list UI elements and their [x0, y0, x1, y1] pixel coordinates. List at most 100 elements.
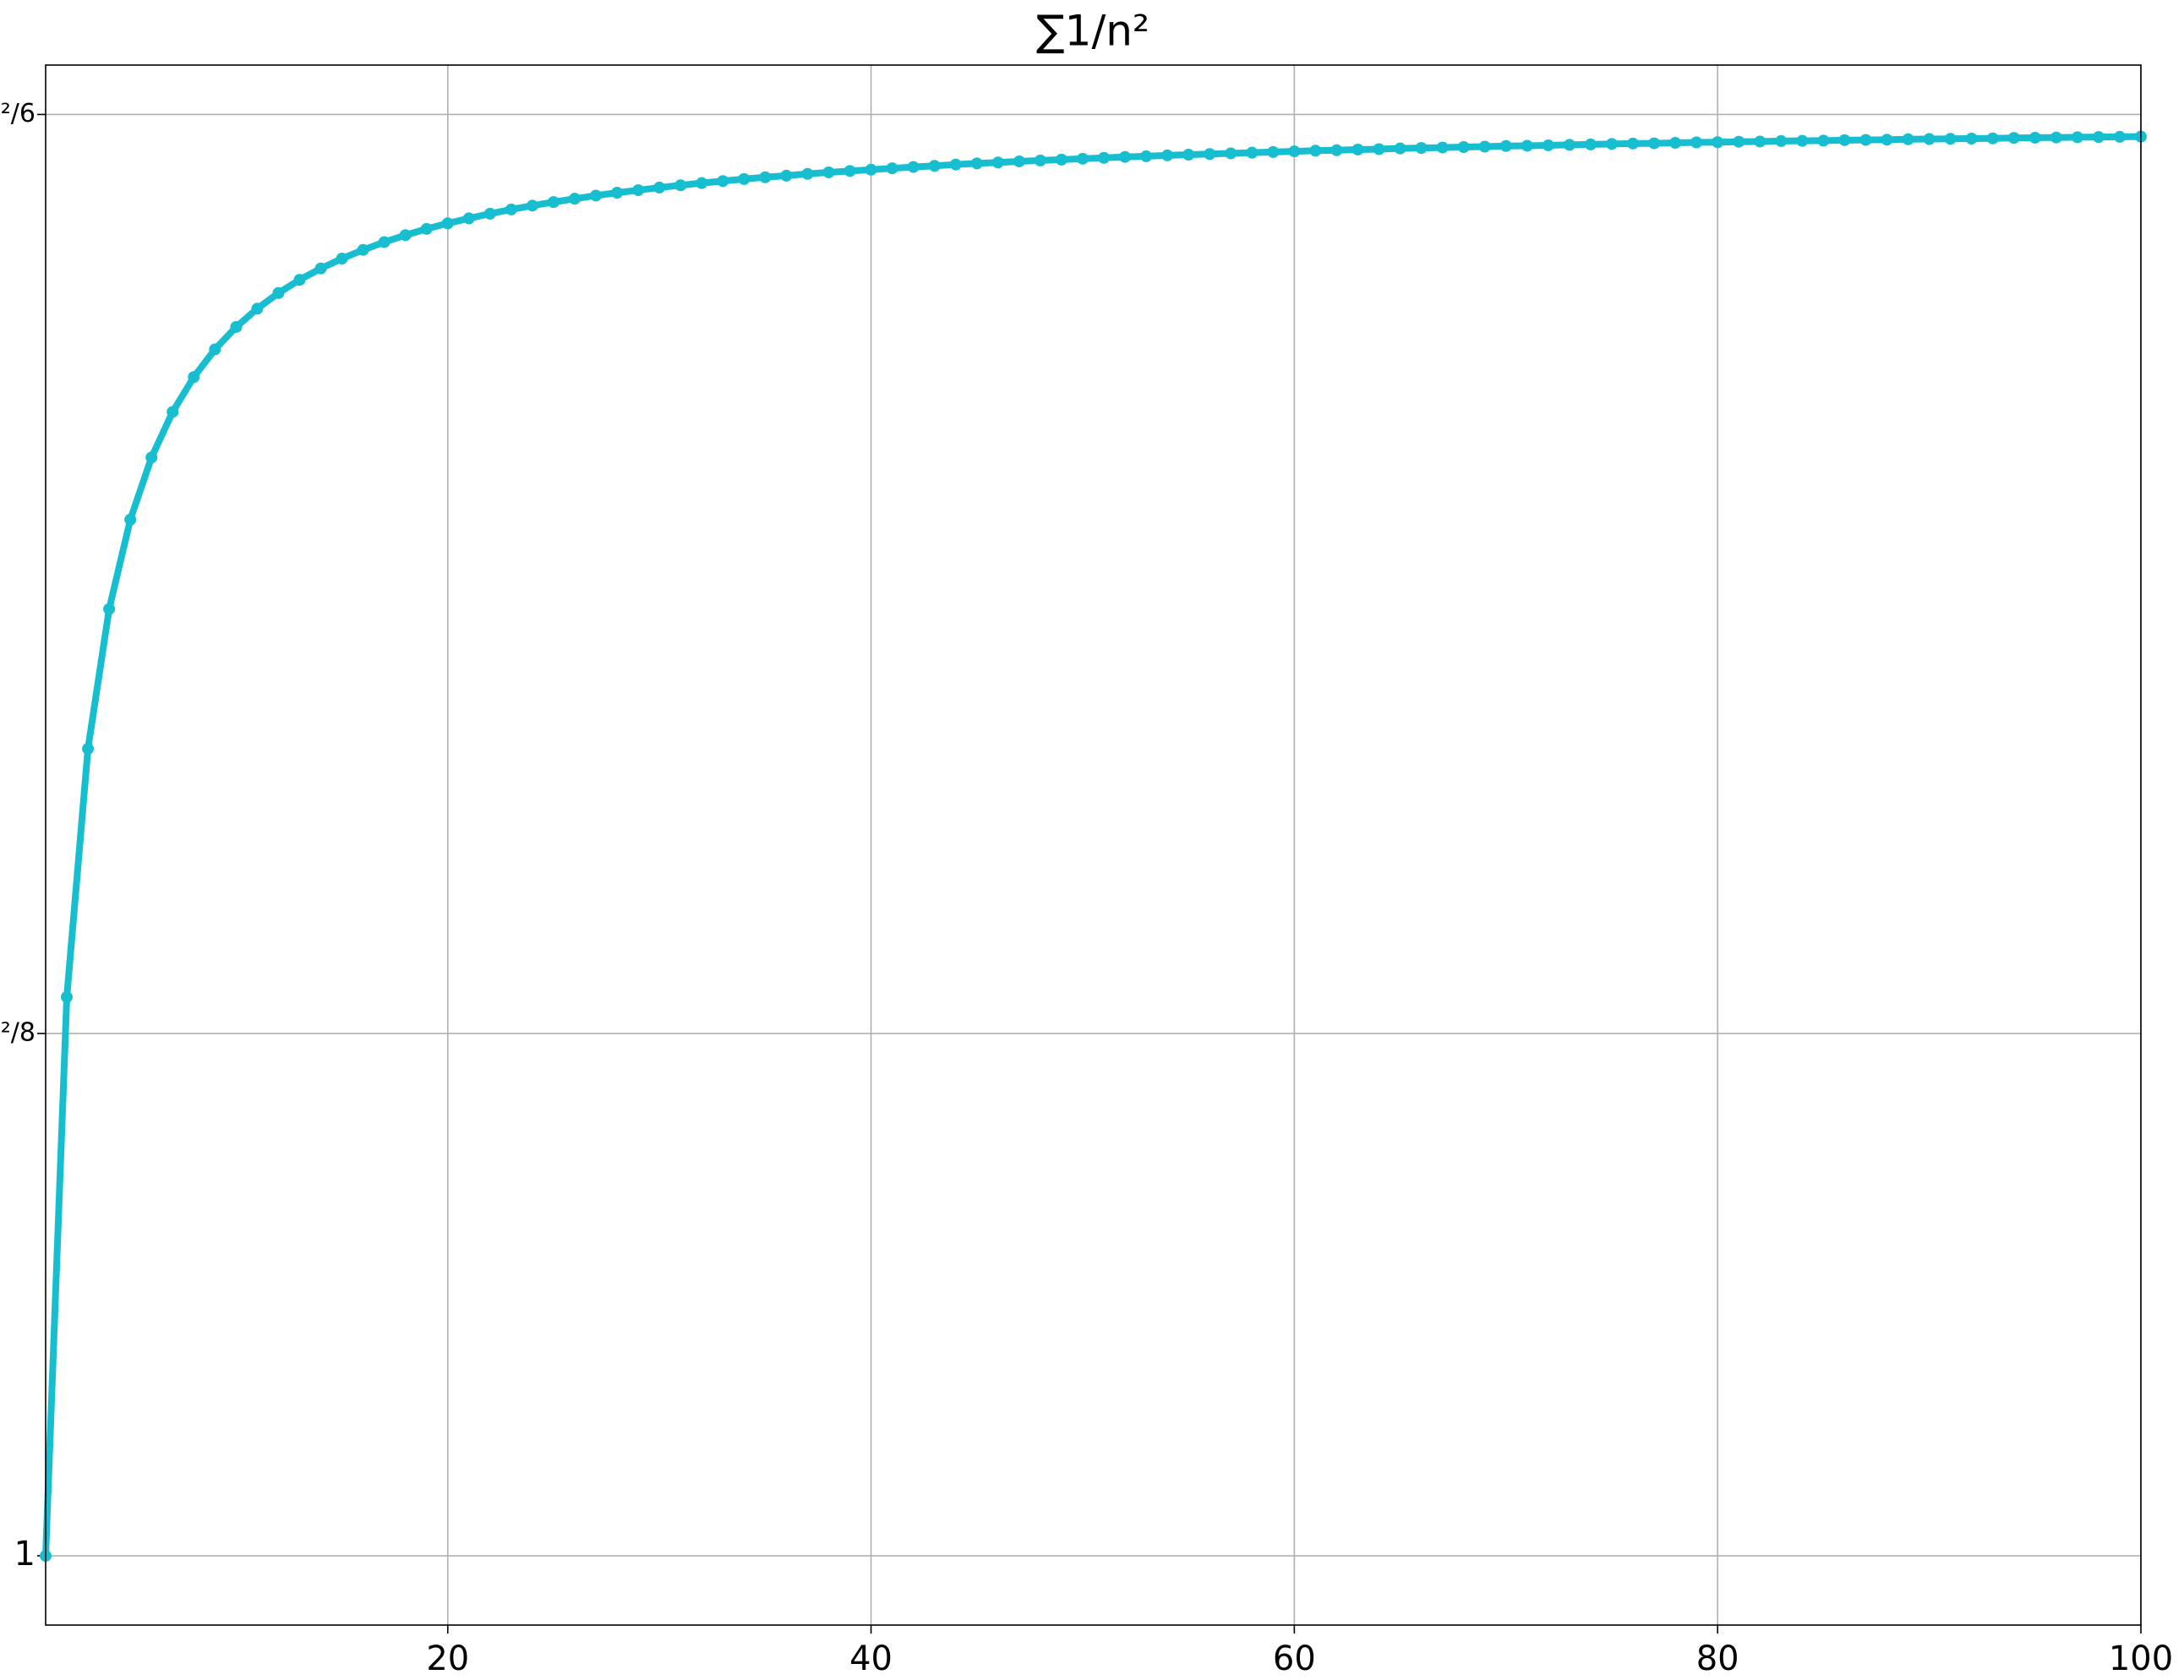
- point: [209, 343, 221, 356]
- point: [378, 236, 390, 248]
- point: [1965, 133, 1978, 145]
- point: [1881, 134, 1893, 146]
- point: [1733, 135, 1745, 148]
- point: [1204, 148, 1216, 161]
- point: [1288, 145, 1301, 158]
- x-tick-label: 60: [1273, 1639, 1316, 1678]
- point: [1754, 135, 1766, 148]
- point: [865, 163, 877, 176]
- point: [399, 229, 412, 242]
- point: [590, 189, 603, 202]
- point: [1669, 137, 1682, 150]
- point: [1648, 137, 1661, 150]
- point: [82, 743, 95, 755]
- point: [293, 274, 306, 286]
- point: [1076, 152, 1089, 165]
- point: [1902, 133, 1914, 145]
- point: [949, 158, 962, 171]
- point: [145, 451, 158, 464]
- point: [991, 156, 1004, 169]
- point: [1775, 134, 1788, 147]
- point: [2028, 131, 2041, 144]
- point: [822, 166, 835, 178]
- point: [1796, 134, 1809, 147]
- point: [2071, 131, 2083, 144]
- point: [441, 217, 454, 230]
- point: [357, 243, 369, 256]
- point: [1225, 147, 1237, 160]
- point: [696, 177, 708, 189]
- point: [103, 603, 116, 615]
- point: [483, 207, 496, 220]
- x-tick-label: 40: [849, 1639, 893, 1678]
- point: [124, 513, 137, 526]
- point: [632, 184, 645, 197]
- point: [738, 172, 751, 185]
- point: [759, 171, 772, 183]
- point: [1013, 155, 1025, 167]
- point: [526, 199, 538, 212]
- point: [1436, 141, 1449, 154]
- y-tick-label: π²/6: [0, 99, 35, 128]
- point: [1605, 138, 1618, 150]
- point: [1309, 145, 1322, 157]
- point: [569, 193, 581, 205]
- point: [314, 262, 327, 275]
- point: [1267, 145, 1280, 158]
- point: [1246, 146, 1259, 159]
- point: [1859, 134, 1872, 146]
- point: [928, 160, 941, 172]
- point: [1161, 149, 1174, 161]
- point: [1584, 138, 1597, 150]
- point: [420, 222, 433, 235]
- point: [907, 161, 920, 173]
- point: [1690, 136, 1703, 149]
- point: [1521, 139, 1533, 152]
- point: [653, 181, 666, 194]
- point: [1542, 139, 1554, 151]
- y-tick-label: π²/8: [0, 1017, 35, 1047]
- point: [336, 253, 348, 265]
- point: [780, 169, 793, 182]
- point: [1415, 142, 1428, 155]
- x-tick-label: 100: [2109, 1639, 2173, 1678]
- point: [188, 371, 200, 384]
- point: [1034, 154, 1046, 166]
- point: [1563, 139, 1575, 151]
- point: [272, 286, 285, 299]
- point: [886, 162, 898, 175]
- point: [61, 990, 74, 1003]
- point: [1817, 134, 1830, 147]
- point: [717, 175, 729, 188]
- point: [505, 203, 517, 215]
- point: [167, 406, 179, 418]
- point: [1499, 139, 1512, 152]
- point: [611, 187, 624, 199]
- point: [1182, 149, 1195, 161]
- point: [1712, 136, 1724, 149]
- point: [1457, 141, 1470, 154]
- point: [1394, 142, 1406, 155]
- y-tick-label: 1: [14, 1535, 35, 1574]
- plot-frame: [45, 64, 2142, 1626]
- point: [1351, 143, 1364, 155]
- point: [844, 165, 856, 177]
- point: [1944, 133, 1957, 145]
- point: [2007, 132, 2020, 145]
- point: [1119, 150, 1132, 163]
- point: [230, 320, 243, 333]
- series-line: [42, 133, 2142, 1557]
- chart-title: ∑1/n²: [1036, 7, 1149, 56]
- point: [1373, 143, 1385, 155]
- point: [801, 167, 814, 180]
- point: [1330, 144, 1343, 156]
- point: [2050, 131, 2062, 144]
- point: [1838, 134, 1851, 146]
- point: [1098, 151, 1111, 164]
- point: [1923, 133, 1936, 145]
- point: [2113, 130, 2126, 143]
- point: [1986, 132, 1999, 145]
- point: [674, 179, 687, 192]
